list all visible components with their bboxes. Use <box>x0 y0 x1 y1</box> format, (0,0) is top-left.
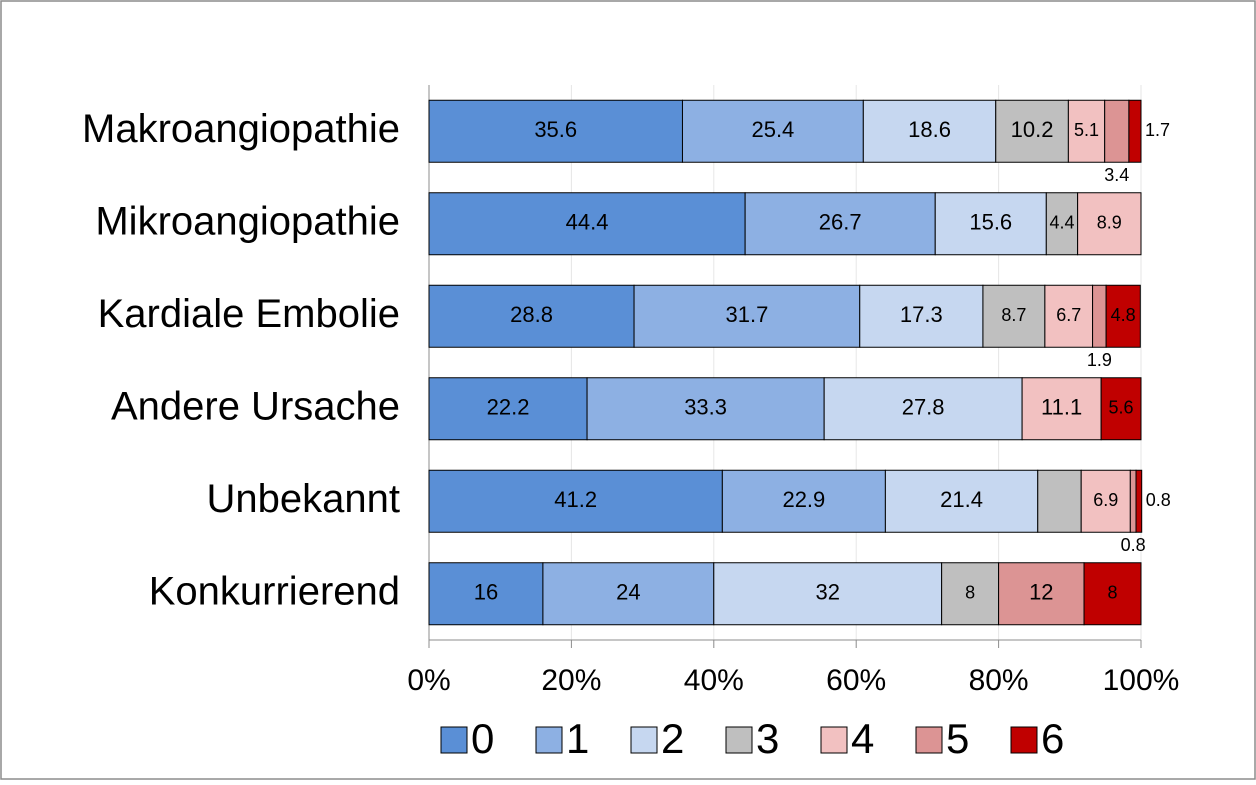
bar-segment <box>1067 99 1106 163</box>
data-label: 17.3 <box>900 302 943 327</box>
data-label: 10.2 <box>1011 117 1054 142</box>
legend-swatch <box>630 726 658 754</box>
data-label: 8.7 <box>1001 305 1026 325</box>
data-label: 6.7 <box>1056 305 1081 325</box>
data-label: 1.9 <box>1087 350 1112 370</box>
data-label: 4.8 <box>1111 305 1136 325</box>
bar-segment <box>982 284 1046 348</box>
data-label: 3.4 <box>1104 165 1129 185</box>
data-label: 8 <box>965 583 975 603</box>
bar-segment <box>681 99 864 163</box>
legend-label: 3 <box>756 715 779 762</box>
x-tick-label: 80% <box>969 664 1029 697</box>
bar-segment <box>1021 377 1102 441</box>
legend-label: 4 <box>851 715 874 762</box>
bar-segment <box>1100 377 1142 441</box>
bar-segment <box>542 562 715 626</box>
bar-segment <box>721 469 886 533</box>
y-tick-label: Mikroangiopathie <box>95 199 400 243</box>
y-tick-label: Makroangiopathie <box>82 107 400 151</box>
data-label: 5.6 <box>1109 398 1134 418</box>
data-label: 12 <box>1029 580 1053 605</box>
data-label: 0.8 <box>1121 535 1146 555</box>
y-tick-label: Kardiale Embolie <box>98 292 400 336</box>
data-label: 1.7 <box>1145 120 1170 140</box>
data-label: 35.6 <box>534 117 577 142</box>
bar-segment <box>1045 192 1079 256</box>
bar-segment <box>428 192 746 256</box>
bar-segment <box>884 469 1039 533</box>
legend-swatch <box>820 726 848 754</box>
bar-segment <box>713 562 943 626</box>
data-label: 8.9 <box>1097 213 1122 233</box>
legend-swatch <box>535 726 563 754</box>
bar-segment <box>633 284 861 348</box>
data-label: 18.6 <box>908 117 951 142</box>
data-label: 27.8 <box>902 395 945 420</box>
x-tick-label: 60% <box>826 664 886 697</box>
bar-segment <box>1037 469 1082 533</box>
bar-segment <box>941 562 1000 626</box>
bar-segment <box>1083 562 1142 626</box>
bar-segment <box>428 284 635 348</box>
bar-segment <box>428 562 544 626</box>
data-label: 16 <box>474 580 498 605</box>
y-tick-label: Andere Ursache <box>111 384 400 428</box>
data-label: 21.4 <box>940 487 983 512</box>
data-label: 25.4 <box>751 117 794 142</box>
x-tick-label: 40% <box>684 664 744 697</box>
legend-swatch <box>1010 726 1038 754</box>
data-label: 8 <box>1108 583 1118 603</box>
bar-segment <box>744 192 936 256</box>
bar-segment <box>1128 99 1142 163</box>
data-label: 31.7 <box>725 302 768 327</box>
data-label: 22.9 <box>782 487 825 512</box>
bar-segment <box>934 192 1047 256</box>
bar-segment <box>1129 469 1137 533</box>
bar-segment <box>1077 192 1142 256</box>
data-label: 15.6 <box>969 210 1012 235</box>
data-label: 22.2 <box>487 395 530 420</box>
data-label: 33.3 <box>684 395 727 420</box>
x-tick-label: 20% <box>541 664 601 697</box>
bar-segment <box>1044 284 1094 348</box>
bar-segment <box>586 377 825 441</box>
legend-label: 6 <box>1041 715 1064 762</box>
data-label: 26.7 <box>819 210 862 235</box>
legend-label: 5 <box>946 715 969 762</box>
y-tick-label: Konkurrierend <box>149 569 400 613</box>
bar-segment <box>823 377 1023 441</box>
legend-swatch <box>440 726 468 754</box>
legend-label: 2 <box>661 715 684 762</box>
data-label: 24 <box>616 580 640 605</box>
legend-swatch <box>915 726 943 754</box>
data-label: 5.1 <box>1074 120 1099 140</box>
bar-segment <box>428 469 723 533</box>
bar-segment <box>1092 284 1107 348</box>
bar-segment <box>1135 469 1143 533</box>
data-label: 6.9 <box>1093 490 1118 510</box>
legend-label: 1 <box>566 715 589 762</box>
bar-segment <box>998 562 1085 626</box>
bar-segment <box>1105 284 1141 348</box>
data-label: 0.8 <box>1146 490 1171 510</box>
x-tick-label: 0% <box>407 664 450 697</box>
bar-segment <box>1080 469 1131 533</box>
legend-swatch <box>725 726 753 754</box>
bar-segment <box>859 284 984 348</box>
y-tick-label: Unbekannt <box>207 477 400 521</box>
x-tick-label: 100% <box>1103 664 1180 697</box>
legend-label: 0 <box>471 715 494 762</box>
data-label: 4.4 <box>1049 213 1074 233</box>
data-label: 28.8 <box>510 302 553 327</box>
bar-segment <box>428 377 588 441</box>
bar-segment <box>1104 99 1130 163</box>
data-label: 44.4 <box>566 210 609 235</box>
data-label: 11.1 <box>1041 395 1082 420</box>
data-label: 32 <box>815 580 839 605</box>
data-label: 41.2 <box>554 487 597 512</box>
